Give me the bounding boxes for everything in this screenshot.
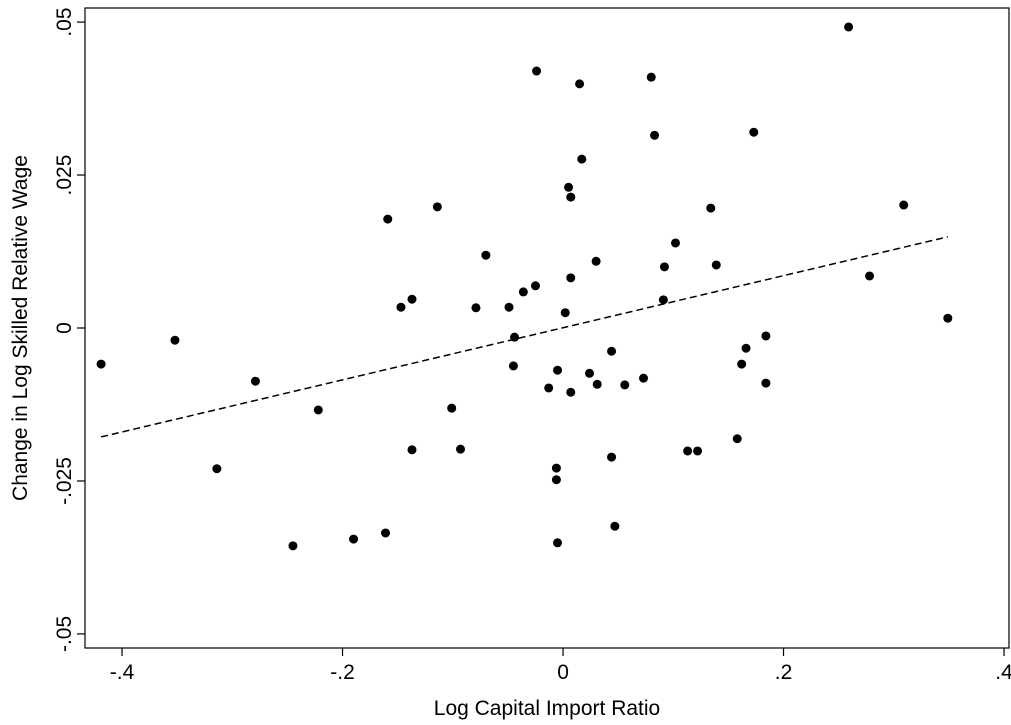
point [564,182,574,192]
point [432,202,442,212]
point [396,302,406,312]
y-tick-label: -.05 [53,616,76,652]
point [620,380,630,390]
point [732,434,742,444]
point [250,376,260,386]
point [518,287,528,297]
point [456,444,466,454]
point [577,154,587,164]
point [212,464,222,474]
point [683,446,693,456]
point [761,378,771,388]
point [610,521,620,531]
point [530,281,540,291]
point [899,200,909,210]
point [532,66,542,76]
point [566,273,576,283]
point [737,359,747,369]
point [170,335,180,345]
point [585,368,595,378]
point [761,331,771,341]
point [639,373,649,383]
y-tick-label: 0 [53,322,76,334]
point [553,538,563,548]
y-tick-label: -.025 [53,457,76,505]
x-tick-label: -.2 [330,661,355,684]
point [650,130,660,140]
x-tick-label: -.4 [110,661,135,684]
x-tick-label: 0 [557,661,569,684]
point [566,192,576,202]
point [575,79,585,89]
point [407,294,417,304]
point [383,214,393,224]
point [844,22,854,32]
point [407,445,417,455]
point [659,262,669,272]
y-axis-label: Change in Log Skilled Relative Wage [9,155,32,501]
point [693,446,703,456]
plot-frame [84,7,1010,649]
point [865,271,875,281]
point [658,295,668,305]
point [551,463,561,473]
point [504,302,514,312]
y-tick-label: .05 [53,7,76,36]
point [591,256,601,266]
point [607,346,617,356]
point [381,528,391,538]
fit-line [100,236,948,438]
point [943,313,953,323]
point [711,260,721,270]
point [646,72,656,82]
point [741,343,751,353]
point [481,250,491,260]
point [592,379,602,389]
point [551,475,561,485]
x-tick-label: .2 [775,661,793,684]
point [313,405,323,415]
point [706,203,716,213]
y-tick-label: .025 [53,155,76,196]
point [288,541,298,551]
point [670,238,680,248]
point [544,383,554,393]
point [749,127,759,137]
point [566,387,576,397]
point [471,303,481,313]
point [447,403,457,413]
point [607,452,617,462]
point [96,359,106,369]
point [508,361,518,371]
x-tick-label: .4 [995,661,1011,684]
point [349,534,359,544]
x-axis-label: Log Capital Import Ratio [434,697,660,720]
point [553,365,563,375]
point [560,308,570,318]
